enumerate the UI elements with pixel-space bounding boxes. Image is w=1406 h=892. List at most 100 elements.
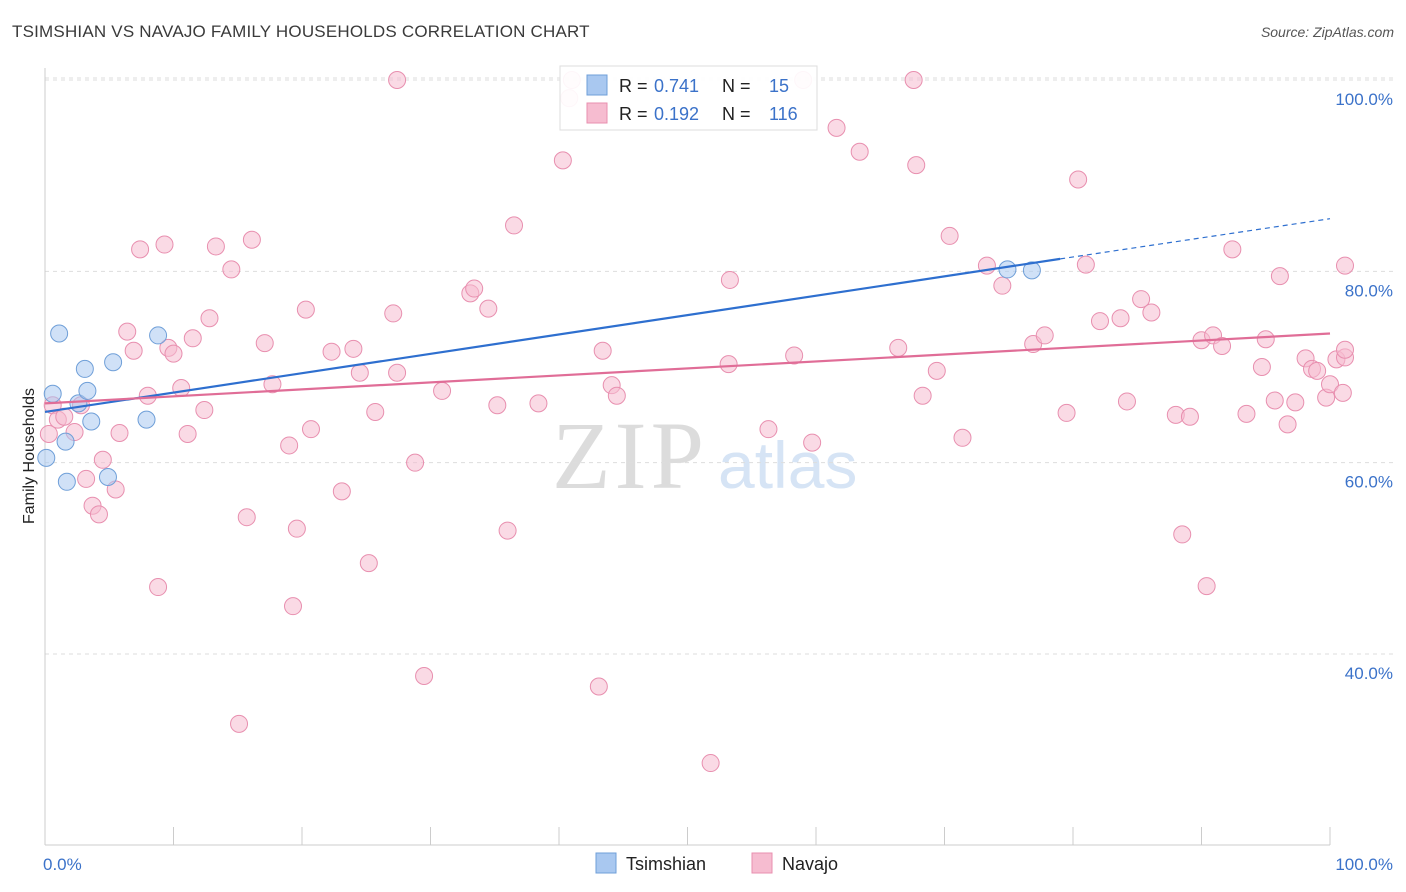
y-tick-label: 40.0% xyxy=(1345,664,1393,683)
navajo-point xyxy=(206,237,225,256)
tsimshian-point xyxy=(104,353,123,372)
navajo-point xyxy=(1278,415,1297,434)
y-axis-title: Family Households xyxy=(21,388,38,524)
navajo-point xyxy=(907,156,926,175)
tsimshian-point xyxy=(98,468,117,487)
tsimshian-point xyxy=(43,384,62,403)
navajo-point xyxy=(913,386,932,405)
watermark: ZIP atlas xyxy=(552,402,857,509)
stats-r-label: R = xyxy=(619,104,648,124)
navajo-point xyxy=(719,355,738,374)
navajo-point xyxy=(155,235,174,254)
navajo-point xyxy=(1117,392,1136,411)
navajo-point xyxy=(993,276,1012,295)
navajo-point xyxy=(498,521,517,540)
navajo-point xyxy=(1132,290,1151,309)
navajo-point xyxy=(296,300,315,319)
navajo-point xyxy=(889,338,908,357)
tsimshian-point xyxy=(57,472,76,491)
navajo-point xyxy=(39,424,58,443)
navajo-point xyxy=(172,379,191,398)
navajo-point xyxy=(255,334,274,353)
navajo-point xyxy=(332,482,351,501)
navajo-point xyxy=(701,754,720,773)
legend-swatch-navajo xyxy=(751,852,773,874)
y-tick-label: 100.0% xyxy=(1335,90,1393,109)
navajo-point xyxy=(124,341,143,360)
navajo-point xyxy=(1173,525,1192,544)
navajo-point xyxy=(465,279,484,298)
stats-r-label: R = xyxy=(619,76,648,96)
navajo-point xyxy=(1321,375,1339,394)
navajo-point xyxy=(607,386,626,405)
navajo-point xyxy=(1057,403,1076,422)
navajo-point xyxy=(118,322,137,341)
navajo-point xyxy=(200,309,219,328)
x-tick-label-max: 100.0% xyxy=(1335,855,1393,874)
navajo-point xyxy=(359,554,378,573)
navajo-point xyxy=(1336,340,1354,359)
navajo-point xyxy=(720,270,739,289)
watermark-atlas: atlas xyxy=(718,428,857,502)
navajo-point xyxy=(904,71,923,89)
navajo-point xyxy=(785,346,804,365)
tsimshian-point xyxy=(56,432,75,451)
navajo-point xyxy=(940,226,959,245)
navajo-point xyxy=(284,597,303,616)
navajo-point xyxy=(183,329,202,348)
stats-swatch-tsimshian xyxy=(586,74,608,96)
navajo-point xyxy=(388,363,407,382)
navajo-point xyxy=(505,216,524,235)
navajo-point xyxy=(927,361,946,380)
navajo-point xyxy=(1265,391,1284,410)
navajo-point xyxy=(344,339,363,358)
navajo-point xyxy=(164,344,183,363)
navajo-point xyxy=(237,508,256,527)
navajo-point xyxy=(1237,404,1256,423)
navajo-point xyxy=(1336,256,1354,275)
legend-swatch-tsimshian xyxy=(595,852,617,874)
navajo-point xyxy=(827,118,846,137)
navajo-point xyxy=(350,363,369,382)
tsimshian-point xyxy=(149,326,168,345)
legend-label-navajo: Navajo xyxy=(782,854,838,874)
navajo-point xyxy=(589,677,608,696)
navajo-point xyxy=(1223,240,1242,259)
navajo-point xyxy=(1333,383,1352,402)
navajo-point xyxy=(1270,267,1289,286)
stats-r-value: 0.741 xyxy=(654,76,699,96)
navajo-point xyxy=(433,381,452,400)
navajo-point xyxy=(280,436,299,455)
tsimshian-point xyxy=(82,412,101,431)
navajo-point xyxy=(1286,393,1305,412)
navajo-point xyxy=(479,299,498,318)
navajo-point xyxy=(1142,303,1161,322)
trend-layer xyxy=(44,218,1331,414)
tsimshian-point xyxy=(137,410,156,429)
navajo-point xyxy=(1111,309,1130,328)
stats-r-value: 0.192 xyxy=(654,104,699,124)
tsimshian-point xyxy=(75,359,94,378)
x-tick-label-min: 0.0% xyxy=(43,855,82,874)
chart-title: TSIMSHIAN VS NAVAJO FAMILY HOUSEHOLDS CO… xyxy=(12,22,590,41)
navajo-point xyxy=(388,71,407,89)
navajo-point xyxy=(93,450,112,469)
navajo-trend-line xyxy=(44,332,1331,405)
bottom-legend: Tsimshian Navajo xyxy=(595,852,838,874)
tsimshian-point xyxy=(50,324,69,343)
navajo-point xyxy=(89,505,108,524)
navajo-point xyxy=(110,424,129,443)
navajo-point xyxy=(263,375,282,394)
navajo-point xyxy=(301,420,320,439)
points-layer xyxy=(37,71,1354,773)
tsimshian-trend-extension xyxy=(1060,218,1331,260)
stats-n-label: N = xyxy=(722,104,751,124)
tsimshian-point xyxy=(78,381,97,400)
navajo-point xyxy=(366,402,385,421)
navajo-point xyxy=(222,260,241,279)
navajo-point xyxy=(1069,170,1088,189)
navajo-point xyxy=(1252,358,1271,376)
navajo-point xyxy=(593,341,612,360)
